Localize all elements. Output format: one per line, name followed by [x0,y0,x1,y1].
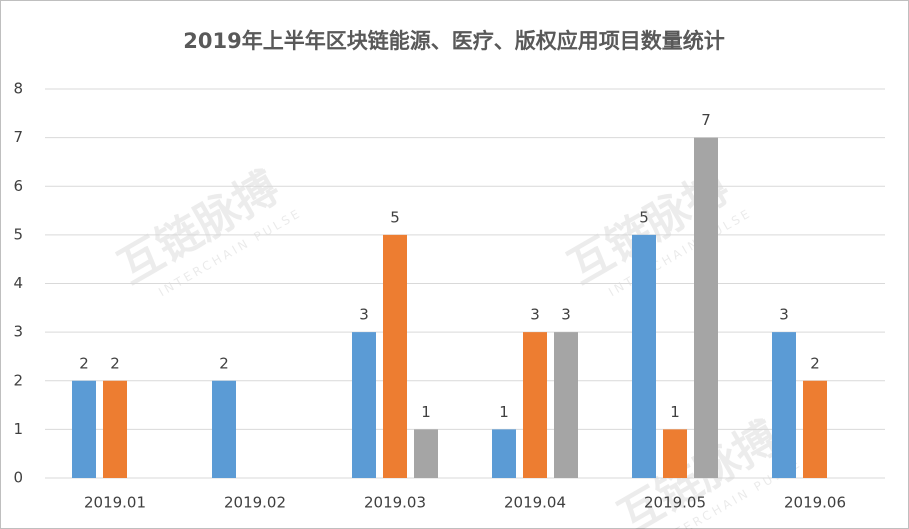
x-tick-label: 2019.06 [784,494,846,512]
data-label: 3 [359,306,369,324]
bar [554,332,578,478]
data-label: 5 [390,208,400,226]
x-tick-label: 2019.01 [84,494,146,512]
x-tick-label: 2019.03 [364,494,426,512]
data-label: 3 [530,306,540,324]
data-label: 3 [779,306,789,324]
y-tick-label: 7 [13,128,23,146]
x-tick-label: 2019.02 [224,494,286,512]
data-label: 1 [499,403,509,421]
bar [414,429,438,478]
bar [352,332,376,478]
y-tick-label: 6 [13,177,23,195]
data-label: 2 [219,354,229,372]
y-tick-label: 4 [13,274,23,292]
y-tick-label: 3 [13,323,23,341]
data-label: 1 [670,403,680,421]
data-label: 3 [561,306,571,324]
bar [72,380,96,478]
bar [383,234,407,478]
data-label: 7 [701,111,711,129]
data-label: 5 [639,208,649,226]
y-tick-label: 5 [13,225,23,243]
bar [694,137,718,478]
x-tick-label: 2019.05 [644,494,706,512]
y-tick-label: 2 [13,371,23,389]
chart-title: 2019年上半年区块链能源、医疗、版权应用项目数量统计 [183,29,724,53]
y-tick-label: 0 [13,469,23,487]
bar [492,429,516,478]
bar [103,380,127,478]
bar [632,234,656,478]
bar [772,332,796,478]
data-label: 2 [110,354,120,372]
data-label: 1 [421,403,431,421]
bar [803,380,827,478]
bar [212,380,236,478]
bar [523,332,547,478]
y-tick-label: 1 [13,420,23,438]
y-tick-label: 8 [13,80,23,98]
data-label: 2 [810,354,820,372]
data-label: 2 [79,354,89,372]
bar [663,429,687,478]
x-tick-label: 2019.04 [504,494,566,512]
